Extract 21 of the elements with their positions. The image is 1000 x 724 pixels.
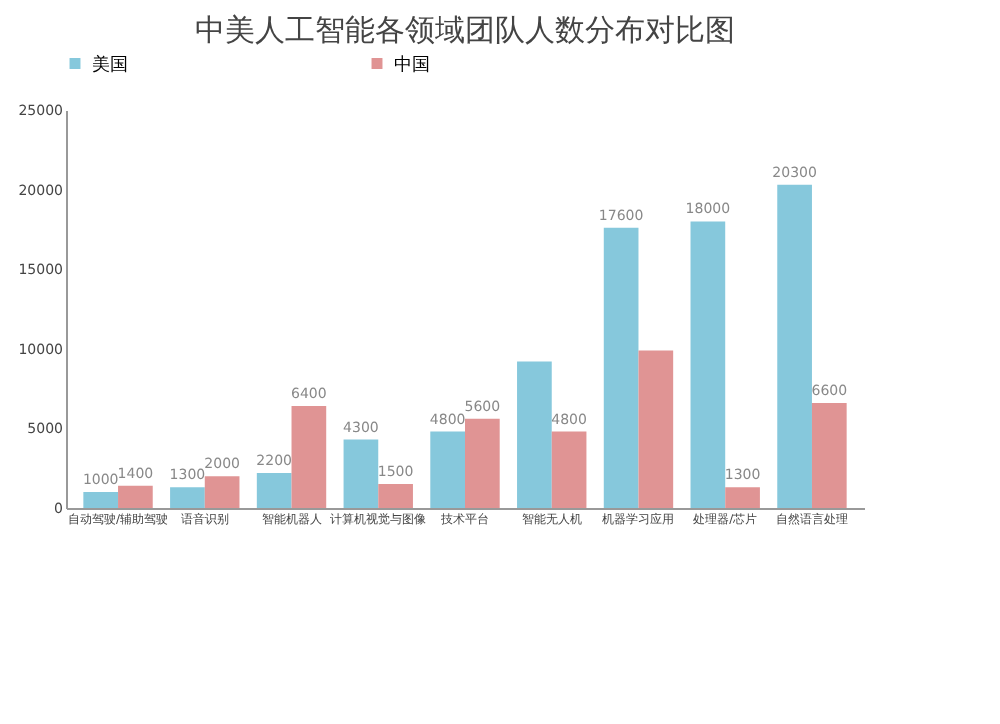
bar bbox=[690, 221, 726, 508]
bar bbox=[378, 484, 413, 508]
bar bbox=[551, 431, 587, 508]
bar bbox=[204, 476, 240, 508]
bar bbox=[603, 227, 639, 508]
bar bbox=[170, 487, 205, 508]
bar bbox=[638, 350, 674, 508]
legend-label: 美国 bbox=[92, 53, 128, 76]
bar bbox=[343, 439, 379, 508]
bar bbox=[291, 406, 327, 508]
bar bbox=[777, 184, 812, 508]
chart-title: 中美人工智能各领域团队人数分布对比图 bbox=[195, 12, 735, 48]
bar bbox=[118, 485, 153, 508]
bar bbox=[256, 472, 292, 508]
bar bbox=[811, 402, 847, 508]
bar bbox=[83, 492, 119, 508]
legend-label: 中国 bbox=[394, 53, 430, 76]
bar bbox=[430, 431, 465, 508]
bar bbox=[517, 361, 552, 508]
bar bbox=[725, 487, 760, 508]
bar bbox=[465, 418, 500, 508]
